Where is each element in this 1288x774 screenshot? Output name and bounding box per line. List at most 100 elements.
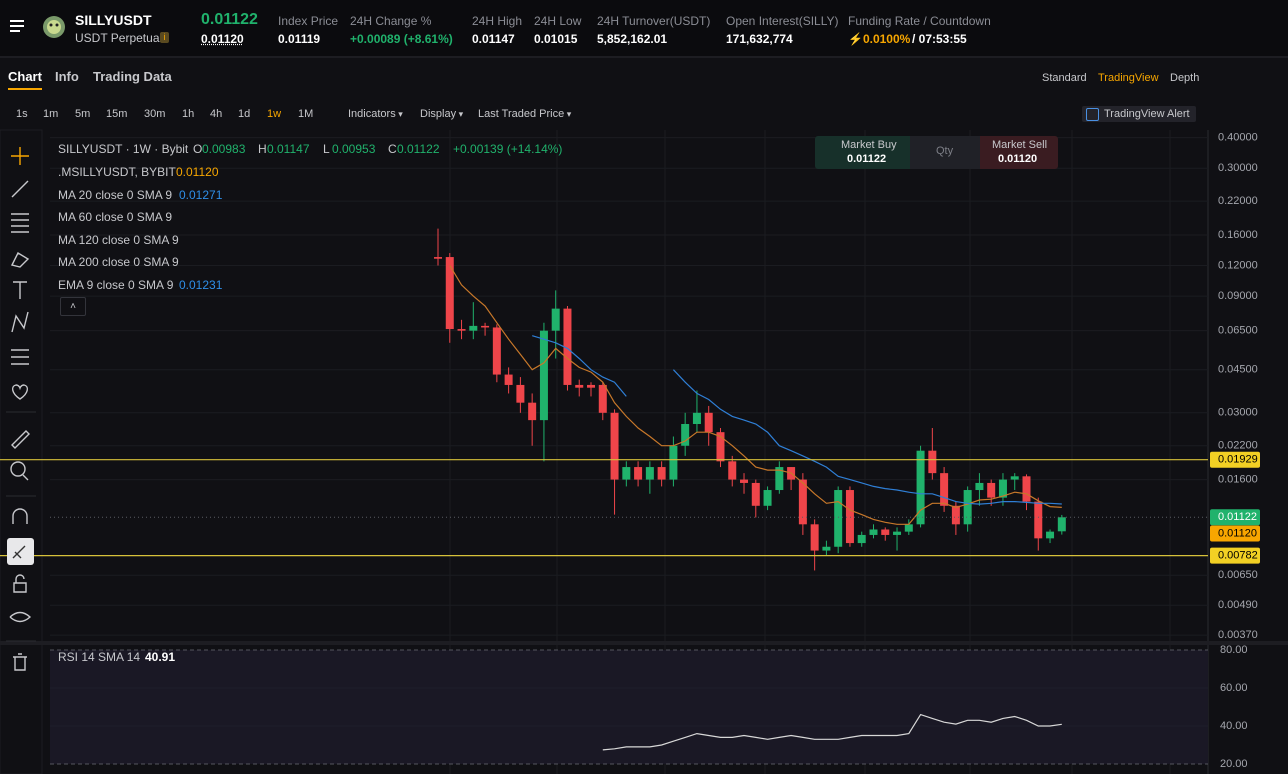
indicator-name: MA 120 close 0 SMA 9 <box>58 232 179 247</box>
collapse-button[interactable]: ˄ <box>60 297 86 316</box>
candle-body <box>1057 517 1066 532</box>
y-tick-label: 0.09000 <box>1218 290 1258 302</box>
last-price: 0.01122 <box>201 11 258 28</box>
menu[interactable]: Display ▾ <box>420 108 464 120</box>
symbol[interactable]: SILLYUSDT <box>75 12 152 28</box>
candle-body <box>634 467 643 480</box>
qty-label: Qty <box>936 145 954 157</box>
buy-box[interactable] <box>815 136 910 169</box>
indicator-name: MA 200 close 0 SMA 9 <box>58 255 179 269</box>
candle-body <box>704 412 713 433</box>
price-level-tag <box>1210 451 1260 468</box>
candle-body <box>528 402 537 421</box>
tool-icon[interactable] <box>11 180 29 198</box>
sell-box[interactable] <box>980 136 1058 169</box>
interval[interactable]: 4h <box>210 108 223 120</box>
menu[interactable]: Last Traded Price ▾ <box>478 108 572 120</box>
ohlc-label: L <box>323 142 330 156</box>
stat-label: Index Price <box>278 14 339 28</box>
y-tick-label: 0.02200 <box>1218 440 1258 452</box>
tool-icon <box>12 545 26 559</box>
funding-label: Funding Rate / Countdown <box>848 14 991 28</box>
tool-icon[interactable] <box>10 252 30 268</box>
tool-icon[interactable] <box>11 213 29 233</box>
tab[interactable]: Chart <box>8 69 42 84</box>
ohlc-value: 0.01147 <box>267 142 310 156</box>
sell-label: Market Sell <box>992 139 1048 151</box>
tool-icon[interactable] <box>10 461 29 481</box>
interval[interactable]: 1w <box>267 108 282 120</box>
interval[interactable]: 1m <box>43 108 59 120</box>
tool-icon[interactable] <box>11 147 29 165</box>
view-option[interactable]: Standard <box>1042 72 1087 84</box>
sell-price: 0.01120 <box>998 153 1038 165</box>
tool-icon[interactable] <box>11 349 29 365</box>
interval[interactable]: 5m <box>75 108 91 120</box>
tool-icon[interactable] <box>11 384 29 400</box>
interval[interactable]: 15m <box>106 108 128 120</box>
ohlc-label: H <box>258 142 267 156</box>
menu[interactable]: Indicators ▾ <box>348 108 403 120</box>
contract: USDT Perpetual <box>75 31 163 45</box>
candle-body <box>834 490 843 547</box>
interval[interactable]: 1h <box>182 108 195 120</box>
candle-body <box>763 490 772 506</box>
stat-value: 0.01119 <box>278 32 321 46</box>
candle-body <box>928 450 937 474</box>
candle-body <box>845 490 854 544</box>
candle-body <box>751 482 760 506</box>
tab[interactable]: Info <box>55 69 79 84</box>
tool-icon[interactable] <box>9 611 32 623</box>
tab[interactable]: Trading Data <box>93 69 172 84</box>
candle-body <box>1046 531 1055 539</box>
candle-body <box>598 384 607 413</box>
candle-body <box>587 384 596 388</box>
rsi-line <box>602 713 1062 751</box>
candle-body <box>1022 476 1031 502</box>
candle-body <box>681 423 690 446</box>
indicator-name: MA 20 close 0 SMA 9 <box>58 187 173 202</box>
candle-body <box>881 529 890 535</box>
qty-box[interactable] <box>910 136 980 169</box>
rsi-tick-label: 40.00 <box>1220 720 1248 732</box>
interval[interactable]: 1d <box>238 108 251 120</box>
candle-body <box>798 479 807 525</box>
active-tool <box>7 538 34 565</box>
legend-change: +0.00139 (+14.14%) <box>453 142 563 156</box>
tool-icon[interactable] <box>13 653 27 671</box>
stat-value: 5,852,162.01 <box>597 32 668 46</box>
rsi-band <box>50 650 1208 764</box>
view-option[interactable]: Depth <box>1170 72 1200 84</box>
candle-body <box>775 467 784 491</box>
tool-icon[interactable] <box>12 508 28 524</box>
candle-body <box>457 329 466 331</box>
legend-title: SILLYUSDT · 1W · Bybit <box>58 142 189 156</box>
interval[interactable]: 1s <box>16 108 28 120</box>
ohlc-value: 0.01122 <box>397 142 440 156</box>
ma20-line <box>532 335 1062 505</box>
stat-value: 0.01015 <box>534 32 578 46</box>
rsi-tick-label: 60.00 <box>1220 682 1248 694</box>
view-option[interactable]: TradingView <box>1098 72 1159 84</box>
candle-body <box>492 327 501 375</box>
tool-icon[interactable] <box>13 281 27 299</box>
indicator-value: 0.01271 <box>179 187 223 202</box>
info-icon[interactable]: i <box>160 32 169 43</box>
interval[interactable]: 1M <box>298 108 314 120</box>
tool-icon[interactable] <box>11 430 30 449</box>
candle-body <box>1010 476 1019 480</box>
tool-icon[interactable] <box>13 574 27 593</box>
coin-icon <box>43 16 65 38</box>
tool-icon[interactable] <box>11 311 29 333</box>
stat-label: 24H High <box>472 14 523 28</box>
header: SILLYUSDT USDT Perpetual i 0.01122 0.011… <box>0 0 1288 58</box>
menu-icon[interactable] <box>9 18 25 34</box>
candle-body <box>740 479 749 483</box>
y-tick-label: 0.00370 <box>1218 629 1258 641</box>
candle-body <box>669 445 678 480</box>
alert-button[interactable]: TradingView Alert <box>1082 106 1196 122</box>
indicator-name: .MSILLYUSDT, BYBIT <box>58 165 176 179</box>
interval[interactable]: 30m <box>144 108 166 120</box>
